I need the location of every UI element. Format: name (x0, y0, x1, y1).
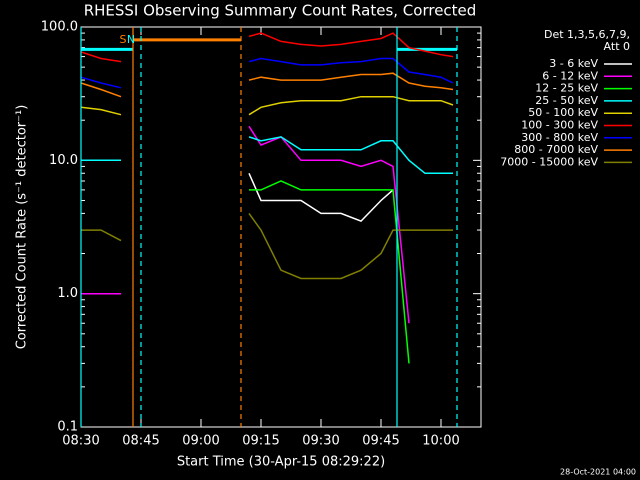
legend-title: Att 0 (604, 40, 630, 53)
series-line (80, 95, 454, 116)
y-tick-label: 0.1 (57, 420, 78, 435)
series-line (81, 125, 410, 324)
x-tick-label: 09:45 (362, 434, 399, 449)
event-label: N (127, 33, 135, 46)
legend-label: 300 - 800 keV (521, 131, 598, 144)
legend-label: 7000 - 15000 keV (500, 155, 598, 168)
series-line (80, 57, 454, 89)
series-line (81, 212, 453, 280)
x-tick-label: 10:00 (422, 434, 459, 449)
series-line (248, 172, 394, 222)
series-line (249, 180, 410, 364)
x-tick-label: 09:00 (182, 434, 219, 449)
chart-title: RHESSI Observing Summary Count Rates, Co… (84, 2, 477, 20)
timestamp: 28-Oct-2021 04:00 (560, 468, 636, 477)
legend-label: 50 - 100 keV (528, 106, 598, 119)
series-line (81, 136, 453, 175)
series-line (80, 32, 454, 63)
y-tick-label: 100.0 (41, 20, 78, 35)
legend-label: 12 - 25 keV (535, 82, 598, 95)
y-tick-label: 10.0 (49, 153, 78, 168)
series-line (80, 72, 454, 98)
x-tick-label: 08:45 (122, 434, 159, 449)
y-tick-label: 1.0 (57, 286, 78, 301)
x-tick-label: 09:15 (242, 434, 279, 449)
y-axis-label: Corrected Count Rate (s⁻¹ detector⁻¹) (15, 105, 30, 350)
legend-label: 800 - 7000 keV (514, 143, 598, 156)
x-tick-label: 08:30 (62, 434, 99, 449)
legend-label: 6 - 12 keV (542, 69, 598, 82)
legend-label: 3 - 6 keV (549, 57, 598, 70)
x-axis-label: Start Time (30-Apr-15 08:29:22) (177, 455, 385, 470)
legend-label: 25 - 50 keV (535, 94, 598, 107)
legend-label: 100 - 300 keV (521, 119, 598, 132)
x-tick-label: 09:30 (302, 434, 339, 449)
legend-title: Det 1,3,5,6,7,9, (544, 28, 630, 41)
event-label: S (120, 33, 127, 46)
